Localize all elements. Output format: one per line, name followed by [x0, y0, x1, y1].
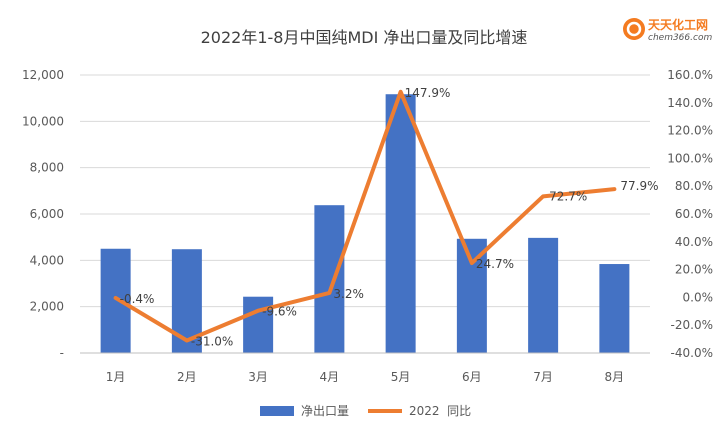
x-axis: 1月 2月 3月 4月 5月 6月 7月 8月	[80, 352, 650, 384]
line-data-label: 3.2%	[333, 287, 364, 301]
bar-series	[100, 94, 630, 353]
x-axis-tick-label: 4月	[320, 370, 340, 384]
bar	[100, 248, 131, 353]
x-axis-tick-label: 7月	[533, 370, 553, 384]
right-axis-tick-label: -40.0%	[671, 346, 713, 360]
line-path	[113, 89, 617, 343]
bar	[385, 94, 416, 353]
x-axis-tick-label: 1月	[106, 370, 126, 384]
right-axis-tick-label: 160.0%	[667, 68, 713, 82]
legend-bar-label: 净出口量	[301, 404, 349, 418]
left-axis-tick-label: 2,000	[30, 300, 64, 314]
left-axis-tick-label: 12,000	[22, 68, 64, 82]
bar	[528, 237, 559, 353]
watermark-logo: 天天化工网 chem366.com	[623, 17, 712, 43]
x-axis-tick-label: 8月	[605, 370, 625, 384]
x-axis-tick-label: 3月	[248, 370, 268, 384]
line-data-label: 24.7%	[476, 257, 514, 271]
right-axis-tick-label: 60.0%	[675, 207, 713, 221]
line-series	[113, 89, 617, 343]
x-axis-tick-label: 5月	[391, 370, 411, 384]
right-axis-tick-label: 80.0%	[675, 179, 713, 193]
brand-site-text: chem366.com	[648, 33, 712, 43]
right-axis-tick-label: 100.0%	[667, 151, 713, 165]
data-labels: -0.4% -31.0% -9.6% 3.2% 147.9% 24.7% 72.7% 77.9…	[120, 86, 659, 349]
right-axis-tick-label: 40.0%	[675, 235, 713, 249]
left-axis-tick-label: -	[60, 346, 64, 360]
line-data-label: -9.6%	[262, 305, 297, 319]
right-axis: -40.0% -20.0% 0.0% 20.0% 40.0% 60.0% 80.0% 100.…	[667, 68, 713, 360]
legend: 净出口量 2022 同比	[260, 404, 471, 418]
x-axis-tick-label: 6月	[462, 370, 482, 384]
brand-text: 天天化工网	[648, 17, 708, 32]
right-axis-tick-label: 120.0%	[667, 124, 713, 138]
right-axis-tick-label: 0.0%	[683, 290, 714, 304]
line-data-label: -31.0%	[191, 334, 233, 348]
right-axis-tick-label: -20.0%	[671, 318, 713, 332]
left-axis-tick-label: 10,000	[22, 114, 64, 128]
legend-line-label: 2022 同比	[409, 404, 471, 418]
bar	[243, 296, 274, 353]
brand-logo-icon	[623, 18, 645, 40]
right-axis-tick-label: 20.0%	[675, 263, 713, 277]
line-data-label: 72.7%	[549, 189, 587, 203]
line-data-label: -0.4%	[120, 292, 155, 306]
line-data-label: 77.9%	[620, 179, 658, 193]
left-axis-tick-label: 4,000	[30, 253, 64, 267]
legend-bar-swatch	[260, 406, 294, 416]
right-axis-tick-label: 140.0%	[667, 96, 713, 110]
brand-logo-inner-icon	[626, 21, 642, 37]
bar	[314, 205, 345, 353]
left-axis-tick-label: 6,000	[30, 207, 64, 221]
x-axis-tick-label: 2月	[177, 370, 197, 384]
left-axis-tick-label: 8,000	[30, 161, 64, 175]
chart-title: 2022年1-8月中国纯MDI 净出口量及同比增速	[201, 28, 528, 47]
bar	[599, 264, 630, 353]
line-data-label: 147.9%	[405, 86, 451, 100]
bar	[456, 238, 487, 353]
left-axis: - 2,000 4,000 6,000 8,000 10,000 12,000	[22, 68, 64, 360]
